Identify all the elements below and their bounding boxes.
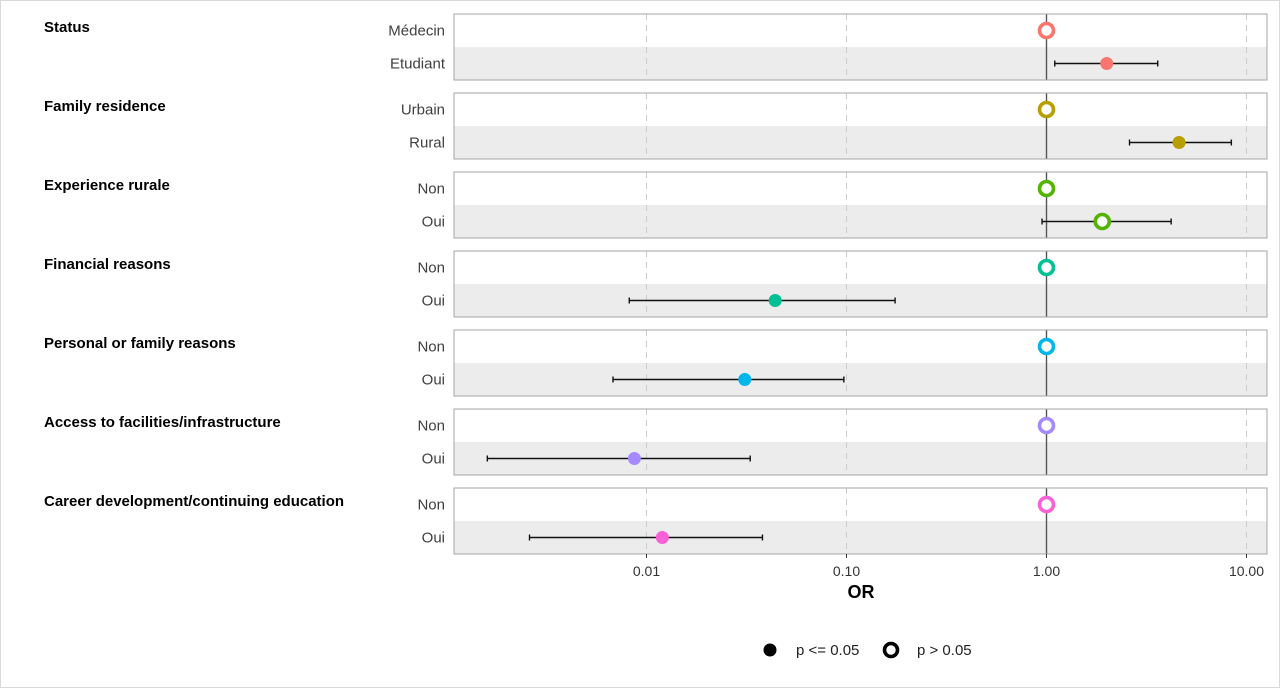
level-label: Etudiant xyxy=(390,56,446,73)
group-title: Career development/continuing education xyxy=(44,493,344,510)
point-estimate xyxy=(1037,258,1056,277)
x-tick-label: 0.01 xyxy=(633,563,660,579)
level-label: Oui xyxy=(422,372,445,389)
group-panel: Family residence Urbain Rural xyxy=(44,92,1268,160)
legend-key-filled xyxy=(763,643,777,657)
point-estimate xyxy=(1172,136,1186,149)
group-title: Personal or family reasons xyxy=(44,335,236,352)
point-estimate xyxy=(738,373,752,386)
legend: p <= 0.05 p > 0.05 xyxy=(763,641,972,659)
point-estimate xyxy=(1037,416,1056,435)
level-label: Non xyxy=(417,181,445,198)
legend-item: p > 0.05 xyxy=(882,641,972,659)
level-label: Non xyxy=(417,497,445,514)
group-panel: Access to facilities/infrastructure Non Ou… xyxy=(44,408,1268,476)
group-panel: Financial reasons Non Oui xyxy=(44,250,1268,318)
x-axis-title: OR xyxy=(848,582,875,602)
legend-key-open xyxy=(882,641,900,659)
level-label: Oui xyxy=(422,214,445,231)
panel-border xyxy=(453,171,1268,239)
level-label: Oui xyxy=(422,530,445,547)
point-estimate xyxy=(1037,179,1056,198)
level-label: Non xyxy=(417,339,445,356)
level-label: Médecin xyxy=(388,23,445,40)
group-panel: Status Médecin Etudiant xyxy=(44,13,1268,81)
group-title: Status xyxy=(44,19,90,36)
point-estimate xyxy=(768,294,782,307)
point-estimate xyxy=(1100,57,1114,70)
legend-item: p <= 0.05 xyxy=(763,642,859,659)
x-tick-label: 0.10 xyxy=(833,563,860,579)
group-title: Experience rurale xyxy=(44,177,170,194)
legend-label: p > 0.05 xyxy=(917,642,972,659)
point-estimate xyxy=(1037,21,1056,40)
x-tick-label: 10.00 xyxy=(1229,563,1264,579)
group-title: Access to facilities/infrastructure xyxy=(44,414,281,431)
panel-border xyxy=(453,250,1268,318)
point-estimate xyxy=(1093,212,1112,231)
row-shade xyxy=(454,363,1267,396)
group-title: Financial reasons xyxy=(44,256,171,273)
level-label: Oui xyxy=(422,293,445,310)
point-estimate xyxy=(627,452,641,465)
point-estimate xyxy=(1037,337,1056,356)
point-estimate xyxy=(1037,495,1056,514)
group-panel: Experience rurale Non Oui xyxy=(44,171,1268,239)
group-panel: Career development/continuing education N… xyxy=(44,487,1268,555)
panel-border xyxy=(453,13,1268,81)
panel-border xyxy=(453,329,1268,397)
group-panel: Personal or family reasons Non Oui xyxy=(44,329,1268,397)
legend-label: p <= 0.05 xyxy=(796,642,859,659)
point-estimate xyxy=(1037,100,1056,119)
panels-layer: Status Médecin Etudiant Family residence Urb… xyxy=(44,13,1268,555)
level-label: Rural xyxy=(409,135,445,152)
level-label: Oui xyxy=(422,451,445,468)
level-label: Urbain xyxy=(401,102,445,119)
x-axis: 0.01 0.10 1.00 10.00 xyxy=(633,554,1264,579)
point-estimate xyxy=(655,531,669,544)
group-title: Family residence xyxy=(44,98,166,115)
panel-border xyxy=(453,487,1268,555)
level-label: Non xyxy=(417,418,445,435)
level-label: Non xyxy=(417,260,445,277)
x-tick-label: 1.00 xyxy=(1033,563,1060,579)
panel-border xyxy=(453,92,1268,160)
panel-border xyxy=(453,408,1268,476)
